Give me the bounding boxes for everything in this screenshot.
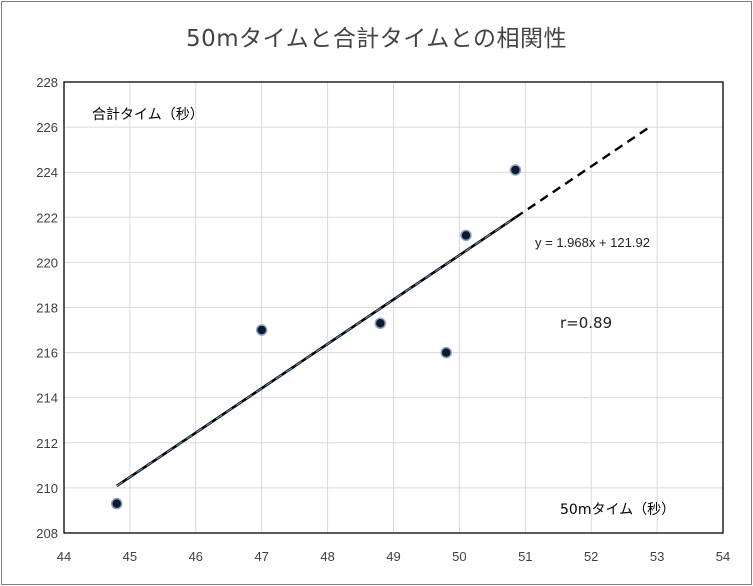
trendline-fit-overlay (116, 216, 516, 487)
trendline-forecast (514, 125, 652, 219)
y-tick-label: 226 (36, 120, 58, 135)
y-tick-label: 220 (36, 255, 58, 270)
trendline-equation: y = 1.968x + 121.92 (535, 235, 650, 250)
x-tick-label: 48 (320, 549, 334, 564)
y-tick-label: 208 (36, 526, 58, 541)
x-tick-label: 53 (650, 549, 664, 564)
y-tick-label: 224 (36, 165, 58, 180)
x-tick-label: 54 (716, 549, 730, 564)
x-tick-labels: 44 45 46 47 48 49 50 51 52 53 54 (57, 549, 730, 564)
grid-lines (63, 81, 724, 534)
data-point (509, 164, 522, 176)
correlation-annotation: r=0.89 (560, 314, 612, 332)
y-tick-label: 218 (36, 301, 58, 316)
y-tick-label: 212 (36, 436, 58, 451)
data-point (110, 497, 123, 510)
y-tick-label: 210 (36, 481, 58, 496)
y-tick-labels: 208 210 212 214 216 218 220 222 224 226 228 (36, 75, 58, 541)
data-point (460, 229, 472, 242)
y-tick-label: 214 (36, 391, 58, 406)
x-tick-label: 47 (254, 549, 268, 564)
data-point (374, 317, 387, 330)
x-tick-label: 50 (452, 549, 466, 564)
x-tick-label: 44 (57, 549, 71, 564)
x-tick-label: 52 (584, 549, 598, 564)
x-axis-label: 50mタイム（秒） (560, 502, 675, 518)
data-point (440, 346, 452, 359)
data-points (110, 164, 522, 510)
y-tick-label: 228 (36, 75, 58, 90)
x-tick-label: 49 (386, 549, 400, 564)
x-tick-label: 51 (518, 549, 532, 564)
x-tick-label: 45 (123, 549, 137, 564)
y-tick-label: 222 (36, 210, 58, 225)
y-tick-label: 216 (36, 346, 58, 361)
plot-area (63, 81, 724, 534)
x-tick-label: 46 (189, 549, 203, 564)
data-point (255, 324, 268, 336)
trendline (115, 125, 652, 488)
chart-title: 50mタイムと合計タイムとの相関性 (185, 26, 568, 52)
y-axis-label: 合計タイム（秒） (92, 107, 204, 123)
